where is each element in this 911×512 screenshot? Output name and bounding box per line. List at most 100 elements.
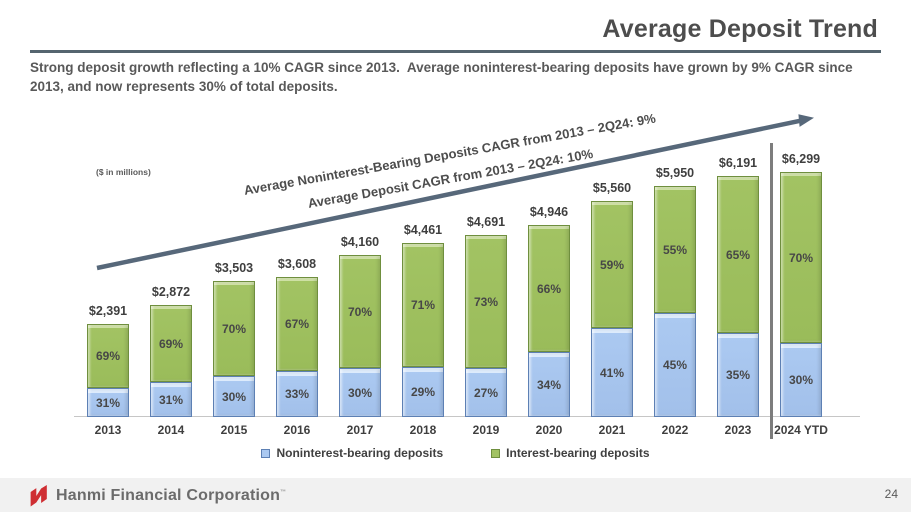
noninterest-bearing-segment: 31% <box>87 388 129 417</box>
noninterest-bearing-segment: 30% <box>780 343 822 417</box>
interest-bearing-segment: 70% <box>780 172 822 343</box>
noninterest-bearing-segment: 35% <box>717 333 759 417</box>
noninterest-bearing-segment: 30% <box>213 376 255 417</box>
legend-label: Noninterest-bearing deposits <box>276 446 444 460</box>
noninterest-percent-label: 34% <box>536 377 562 392</box>
brand-lockup: Hanmi Financial Corporation™ <box>28 483 286 508</box>
interest-bearing-segment: 69% <box>87 324 129 388</box>
noninterest-bearing-segment: 27% <box>465 368 507 417</box>
bar-column-2020: 66% 34% <box>528 225 570 417</box>
noninterest-percent-label: 27% <box>473 385 499 400</box>
bar-column-2014: 69% 31% <box>150 305 192 417</box>
interest-percent-label: 69% <box>95 349 121 363</box>
bar-column-2016: 67% 33% <box>276 277 318 417</box>
units-note: ($ in millions) <box>96 167 151 177</box>
noninterest-bearing-segment: 29% <box>402 367 444 417</box>
ytd-separator-line <box>770 143 773 439</box>
noninterest-bearing-segment: 41% <box>591 328 633 417</box>
interest-bearing-segment: 67% <box>276 277 318 371</box>
x-axis-category-label: 2017 <box>346 423 374 437</box>
interest-bearing-segment: 65% <box>717 176 759 333</box>
interest-percent-label: 65% <box>725 247 751 262</box>
total-value-label: $4,946 <box>529 205 569 219</box>
interest-bearing-segment: 59% <box>591 201 633 328</box>
total-value-label: $4,691 <box>466 215 506 229</box>
interest-bearing-segment: 71% <box>402 243 444 367</box>
total-value-label: $2,391 <box>88 304 128 318</box>
bar-column-2019: 73% 27% <box>465 235 507 417</box>
bar-column-2024-ytd: 70% 30% <box>780 172 822 417</box>
brand-name: Hanmi Financial Corporation™ <box>56 486 287 504</box>
legend-label: Interest-bearing deposits <box>506 446 650 460</box>
total-value-label: $6,299 <box>781 152 821 166</box>
title-divider <box>30 50 881 53</box>
noninterest-percent-label: 45% <box>662 358 688 372</box>
interest-bearing-segment: 73% <box>465 235 507 368</box>
x-axis-category-label: 2015 <box>220 423 248 437</box>
noninterest-percent-label: 30% <box>347 385 373 400</box>
x-axis-category-label: 2023 <box>724 423 752 437</box>
interest-bearing-segment: 70% <box>339 255 381 368</box>
noninterest-percent-label: 31% <box>158 392 184 407</box>
page-number: 24 <box>884 487 898 501</box>
noninterest-percent-label: 35% <box>725 368 751 382</box>
x-axis-category-label: 2024 YTD <box>774 423 828 437</box>
noninterest-swatch-icon <box>261 448 271 458</box>
total-value-label: $4,461 <box>403 223 443 237</box>
interest-percent-label: 67% <box>284 317 310 331</box>
total-value-label: $5,560 <box>592 181 632 195</box>
interest-percent-label: 59% <box>599 257 625 272</box>
x-axis-category-label: 2016 <box>283 423 311 437</box>
interest-percent-label: 73% <box>473 294 499 309</box>
bar-column-2017: 70% 30% <box>339 255 381 417</box>
total-value-label: $3,608 <box>277 257 317 271</box>
interest-bearing-segment: 69% <box>150 305 192 382</box>
interest-percent-label: 70% <box>347 304 373 319</box>
bar-column-2021: 59% 41% <box>591 201 633 417</box>
chart-legend: Noninterest-bearing deposits Interest-be… <box>0 446 911 460</box>
bar-column-2013: 69% 31% <box>87 324 129 417</box>
x-axis-category-label: 2013 <box>94 423 122 437</box>
legend-item-interest: Interest-bearing deposits <box>491 446 650 460</box>
x-axis-category-label: 2022 <box>661 423 689 437</box>
x-axis-category-label: 2018 <box>409 423 437 437</box>
interest-percent-label: 66% <box>536 281 562 296</box>
interest-bearing-segment: 66% <box>528 225 570 352</box>
noninterest-percent-label: 30% <box>788 373 814 387</box>
noninterest-bearing-segment: 34% <box>528 352 570 417</box>
interest-percent-label: 71% <box>410 298 436 312</box>
hanmi-logo-icon <box>30 485 47 507</box>
interest-percent-label: 70% <box>221 321 247 336</box>
noninterest-percent-label: 30% <box>221 389 247 404</box>
noninterest-bearing-segment: 31% <box>150 382 192 417</box>
bar-column-2023: 65% 35% <box>717 176 759 417</box>
interest-bearing-segment: 55% <box>654 186 696 313</box>
noninterest-percent-label: 33% <box>284 387 310 401</box>
interest-percent-label: 69% <box>158 336 184 351</box>
bar-column-2015: 70% 30% <box>213 281 255 417</box>
total-value-label: $2,872 <box>151 285 191 299</box>
total-value-label: $6,191 <box>718 156 758 170</box>
trademark-symbol: ™ <box>280 489 287 496</box>
total-value-label: $3,503 <box>214 261 254 275</box>
noninterest-percent-label: 29% <box>410 385 436 399</box>
bar-column-2022: 55% 45% <box>654 186 696 417</box>
noninterest-percent-label: 31% <box>95 395 121 410</box>
x-axis-category-label: 2021 <box>598 423 626 437</box>
x-axis-category-label: 2014 <box>157 423 185 437</box>
bar-column-2018: 71% 29% <box>402 243 444 417</box>
interest-percent-label: 70% <box>788 250 814 265</box>
x-axis-category-label: 2020 <box>535 423 563 437</box>
legend-item-noninterest: Noninterest-bearing deposits <box>261 446 443 460</box>
slide-subtitle: Strong deposit growth reflecting a 10% C… <box>30 60 853 94</box>
footer-bar: Hanmi Financial Corporation™ 24 <box>0 478 911 512</box>
interest-swatch-icon <box>491 448 501 458</box>
noninterest-bearing-segment: 33% <box>276 371 318 417</box>
interest-percent-label: 55% <box>662 242 688 257</box>
total-value-label: $4,160 <box>340 235 380 249</box>
x-axis-category-label: 2019 <box>472 423 500 437</box>
noninterest-bearing-segment: 45% <box>654 313 696 417</box>
total-value-label: $5,950 <box>655 166 695 180</box>
page-title: Average Deposit Trend <box>602 15 878 43</box>
